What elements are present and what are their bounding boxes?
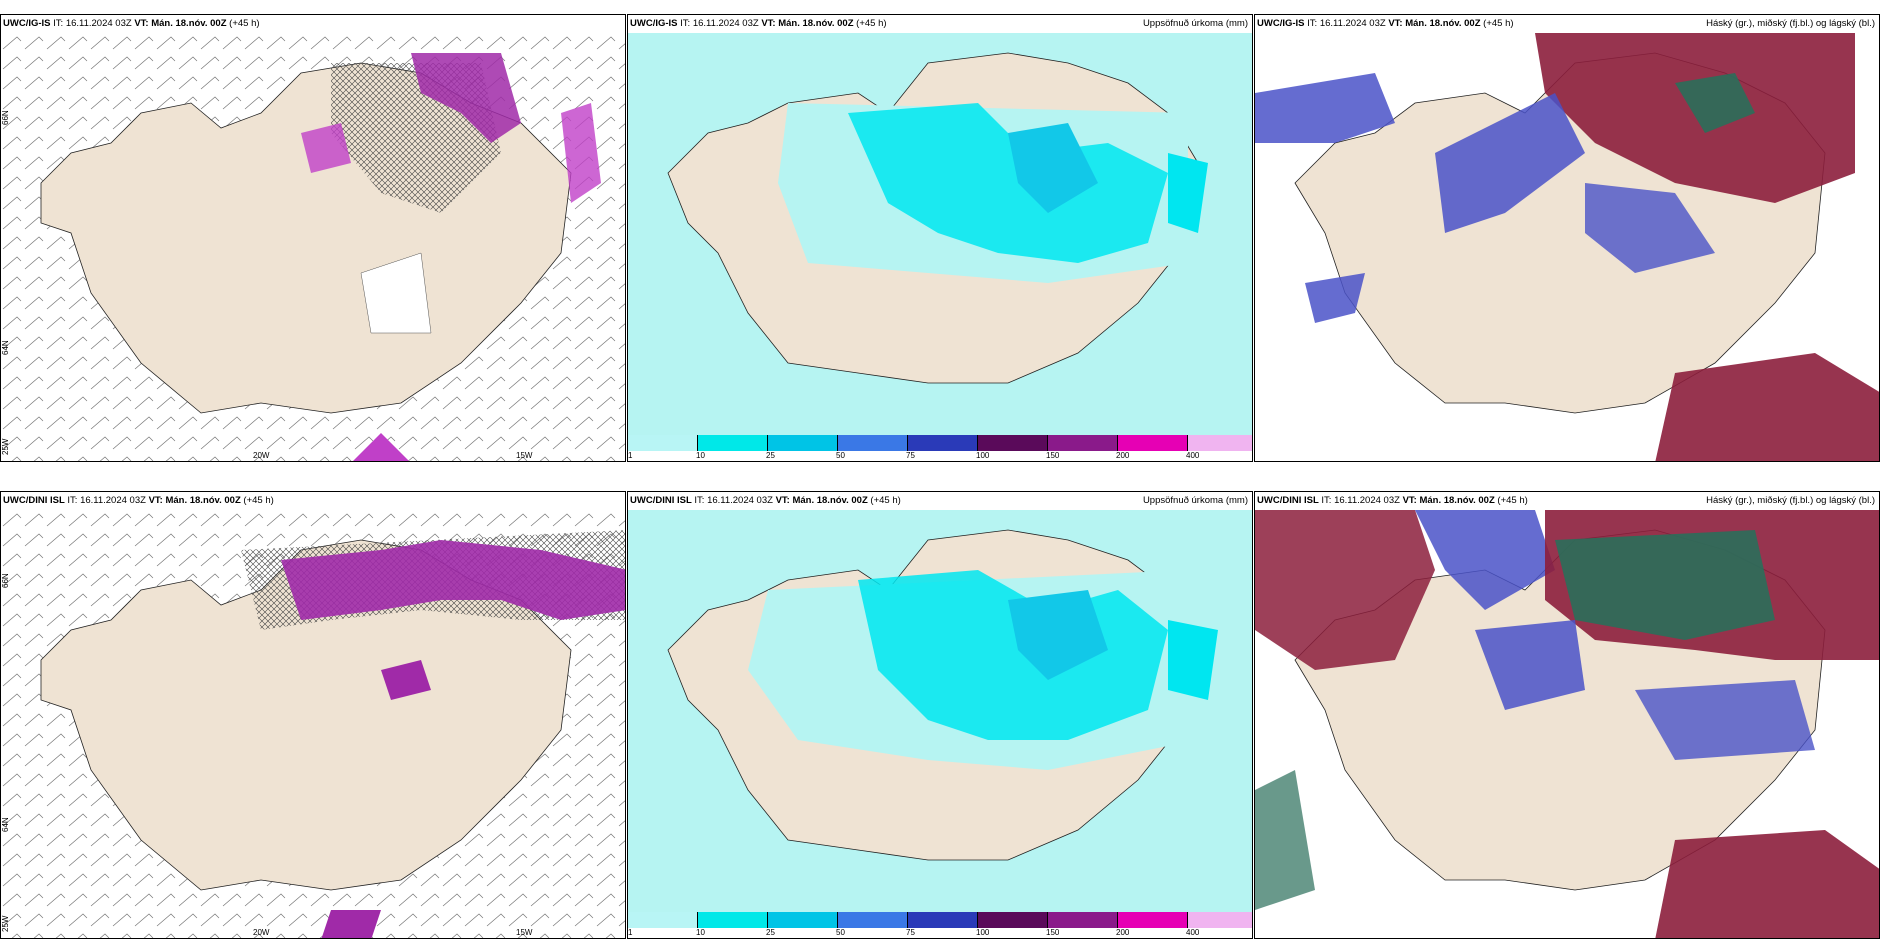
cloud-map — [1255, 33, 1879, 461]
panel-header: UWC/IG-IS IT: 16.11.2024 03Z VT: Mán. 18… — [1257, 18, 1514, 29]
lon-label-25: 25W — [1, 915, 10, 932]
panel-row2-precip: UWC/DINI ISL IT: 16.11.2024 03Z VT: Mán.… — [627, 491, 1253, 939]
wind-precip-map — [1, 33, 625, 461]
panel-title: Uppsöfnuð úrkoma (mm) — [1142, 495, 1248, 506]
panel-row2-wind: UWC/DINI ISL IT: 16.11.2024 03Z VT: Mán.… — [0, 491, 626, 939]
lat-label-64: 64N — [1, 817, 10, 832]
panel-header: UWC/IG-IS IT: 16.11.2024 03Z VT: Mán. 18… — [3, 18, 260, 29]
lon-label-15: 15W — [516, 451, 533, 460]
panel-header: UWC/DINI ISL IT: 16.11.2024 03Z VT: Mán.… — [3, 495, 274, 506]
colorbar: 1 10 25 50 75 100 150 200 400 — [628, 435, 1252, 461]
accum-precip-map — [628, 33, 1252, 437]
panel-header: UWC/DINI ISL IT: 16.11.2024 03Z VT: Mán.… — [1257, 495, 1528, 506]
lon-label-15: 15W — [516, 928, 533, 937]
panel-row1-wind: UWC/IG-IS IT: 16.11.2024 03Z VT: Mán. 18… — [0, 14, 626, 462]
panel-title: Háský (gr.), miðský (fj.bl.) og lágský (… — [1706, 495, 1875, 506]
panel-row1-precip: UWC/IG-IS IT: 16.11.2024 03Z VT: Mán. 18… — [627, 14, 1253, 462]
lat-label-64: 64N — [1, 340, 10, 355]
lon-label-25: 25W — [1, 438, 10, 455]
panel-header: UWC/IG-IS IT: 16.11.2024 03Z VT: Mán. 18… — [630, 18, 887, 29]
lat-label-66: 66N — [1, 110, 10, 125]
panel-title: Háský (gr.), miðský (fj.bl.) og lágský (… — [1706, 18, 1875, 29]
panel-title: Uppsöfnuð úrkoma (mm) — [1142, 18, 1248, 29]
panel-header: UWC/DINI ISL IT: 16.11.2024 03Z VT: Mán.… — [630, 495, 901, 506]
lon-label-20: 20W — [253, 928, 270, 937]
cloud-map — [1255, 510, 1879, 938]
wind-precip-map — [1, 510, 625, 938]
colorbar: 1 10 25 50 75 100 150 200 400 — [628, 912, 1252, 938]
lon-label-20: 20W — [253, 451, 270, 460]
panel-row1-cloud: UWC/IG-IS IT: 16.11.2024 03Z VT: Mán. 18… — [1254, 14, 1880, 462]
lat-label-66: 66N — [1, 573, 10, 588]
precip-purple — [411, 53, 521, 143]
panel-row2-cloud: UWC/DINI ISL IT: 16.11.2024 03Z VT: Mán.… — [1254, 491, 1880, 939]
accum-precip-map — [628, 510, 1252, 914]
